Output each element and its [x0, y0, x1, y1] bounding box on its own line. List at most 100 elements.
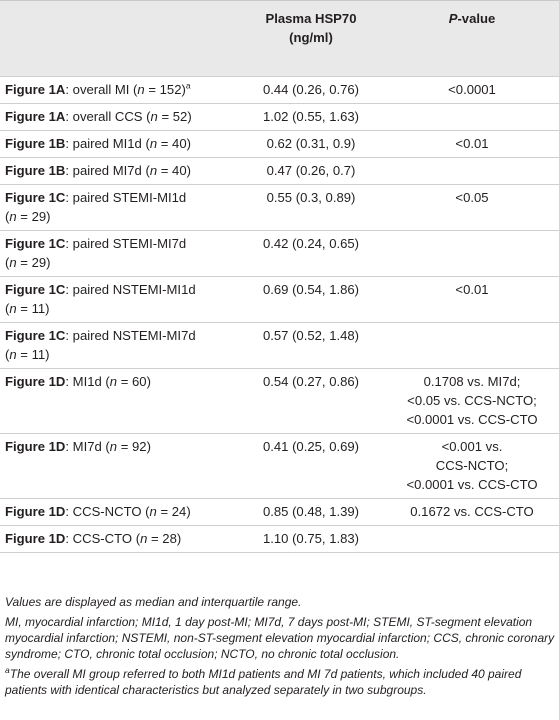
row-label: Figure 1D: MI7d (n = 92): [5, 437, 237, 456]
header-plasma-hsp70-unit: (ng/ml): [289, 30, 333, 45]
table-footnotes: Values are displayed as median and inter…: [5, 594, 557, 702]
table-header: [0, 0, 559, 76]
row-label: Figure 1D: CCS-CTO (n = 28): [5, 529, 237, 548]
p-value-line: 0.1672 vs. CCS-CTO: [410, 504, 534, 519]
row-label: Figure 1A: overall CCS (n = 52): [5, 107, 237, 126]
data-table: Plasma HSP70 (ng/ml) P-value Figure 1A: …: [0, 0, 559, 553]
row-label-count: = 40): [157, 163, 191, 178]
row-divider: [0, 157, 559, 158]
row-label-count: = 29): [16, 209, 51, 224]
figure-ref: Figure 1D: [5, 439, 66, 454]
row-label-text: : overall CCS (: [65, 109, 151, 124]
row-divider: [0, 368, 559, 369]
footnote-a: aThe overall MI group referred to both M…: [5, 666, 557, 698]
row-divider: [0, 322, 559, 323]
figure-ref: Figure 1C: [5, 282, 66, 297]
hsp70-value: 0.57 (0.52, 1.48): [262, 328, 360, 343]
hsp70-value: 0.41 (0.25, 0.69): [262, 439, 360, 454]
figure-ref: Figure 1C: [5, 190, 66, 205]
row-label-count: = 40): [157, 136, 191, 151]
n-italic: n: [9, 255, 17, 270]
hsp70-value: 0.85 (0.48, 1.39): [262, 504, 360, 519]
footnote-a-text: The overall MI group referred to both MI…: [5, 667, 522, 697]
figure-ref: Figure 1A: [5, 82, 66, 97]
row-label: Figure 1D: CCS-NCTO (n = 24): [5, 502, 237, 521]
row-label-paren: (: [5, 301, 10, 316]
footnote-values: Values are displayed as median and inter…: [5, 595, 302, 609]
figure-ref: Figure 1A: [5, 109, 66, 124]
row-divider: [0, 230, 559, 231]
hsp70-value: 0.54 (0.27, 0.86): [262, 374, 360, 389]
row-label: Figure 1B: paired MI1d (n = 40): [5, 134, 237, 153]
p-value-line: <0.0001: [448, 82, 496, 97]
row-divider: [0, 76, 559, 77]
row-divider: [0, 184, 559, 185]
row-divider: [0, 130, 559, 131]
p-value-cell: 0.1708 vs. MI7d; <0.05 vs. CCS-NCTO; <0.00…: [388, 372, 556, 429]
footnote-a-marker: a: [5, 665, 10, 675]
hsp70-value: 0.69 (0.54, 1.86): [262, 282, 360, 297]
figure-ref: Figure 1C: [5, 328, 66, 343]
n-italic: n: [9, 209, 17, 224]
hsp70-value: 0.55 (0.3, 0.89): [266, 190, 356, 205]
row-label-paren: (: [5, 255, 10, 270]
row-label-text: : CCS-NCTO (: [65, 504, 150, 519]
hsp70-value: 1.10 (0.75, 1.83): [262, 531, 360, 546]
row-label-count: = 52): [157, 109, 192, 124]
figure-ref: Figure 1D: [5, 531, 66, 546]
row-divider: [0, 276, 559, 277]
p-value-line: <0.01: [455, 282, 489, 297]
row-label-count: = 29): [16, 255, 51, 270]
p-value-line: <0.05: [455, 190, 489, 205]
row-divider: [0, 525, 559, 526]
n-italic: n: [109, 439, 118, 454]
p-value-cell: <0.001 vs. CCS-NCTO; <0.0001 vs. CCS-CTO: [388, 437, 556, 494]
row-label: Figure 1C: paired NSTEMI-MI7d (n = 11): [5, 326, 237, 364]
row-label-text: : paired MI7d (: [65, 163, 150, 178]
row-label-text: : CCS-CTO (: [65, 531, 141, 546]
n-italic: n: [9, 301, 17, 316]
p-value-cell: <0.0001: [388, 80, 556, 99]
footnote-marker: a: [185, 80, 191, 91]
row-label-count: = 28): [147, 531, 182, 546]
n-italic: n: [9, 347, 17, 362]
n-italic: n: [140, 531, 148, 546]
p-value-line: <0.01: [455, 136, 489, 151]
n-italic: n: [109, 374, 118, 389]
row-label-text: : paired NSTEMI-MI1d: [65, 282, 196, 297]
figure-ref: Figure 1C: [5, 236, 66, 251]
row-label: Figure 1C: paired STEMI-MI7d (n = 29): [5, 234, 237, 272]
header-p-value: P-value: [388, 9, 556, 28]
row-label: Figure 1B: paired MI7d (n = 40): [5, 161, 237, 180]
row-label-text: : paired STEMI-MI1d: [65, 190, 187, 205]
header-p-rest: -value: [457, 11, 496, 26]
p-value-line: <0.0001 vs. CCS-CTO: [406, 477, 538, 492]
row-label-paren: (: [5, 209, 10, 224]
row-label-text: : paired NSTEMI-MI7d: [65, 328, 196, 343]
table-bottom-rule: [0, 552, 559, 553]
header-plasma-hsp70: Plasma HSP70 (ng/ml): [239, 9, 383, 47]
row-label-text: : MI7d (: [65, 439, 110, 454]
row-label: Figure 1D: MI1d (n = 60): [5, 372, 237, 391]
row-label: Figure 1A: overall MI (n = 152)a: [5, 80, 237, 99]
row-divider: [0, 498, 559, 499]
row-label-count: = 152): [144, 82, 186, 97]
n-italic: n: [137, 82, 145, 97]
hsp70-value: 0.42 (0.24, 0.65): [262, 236, 360, 251]
p-value-line: <0.05 vs. CCS-NCTO;: [407, 393, 537, 408]
figure-ref: Figure 1B: [5, 163, 66, 178]
n-italic: n: [149, 504, 157, 519]
p-value-line: CCS-NCTO;: [435, 458, 509, 473]
n-italic: n: [150, 109, 158, 124]
row-label-count: = 11): [16, 347, 50, 362]
hsp70-value: 1.02 (0.55, 1.63): [262, 109, 360, 124]
row-label-count: = 24): [156, 504, 191, 519]
p-value-cell: <0.01: [388, 280, 556, 299]
hsp70-value: 0.44 (0.26, 0.76): [262, 82, 360, 97]
footnote-abbreviations: MI, myocardial infarction; MI1d, 1 day p…: [5, 615, 555, 661]
hsp70-value: 0.47 (0.26, 0.7): [266, 163, 356, 178]
row-divider: [0, 103, 559, 104]
row-label-text: : paired MI1d (: [65, 136, 150, 151]
header-p-italic: P: [448, 11, 458, 26]
row-label: Figure 1C: paired NSTEMI-MI1d (n = 11): [5, 280, 237, 318]
